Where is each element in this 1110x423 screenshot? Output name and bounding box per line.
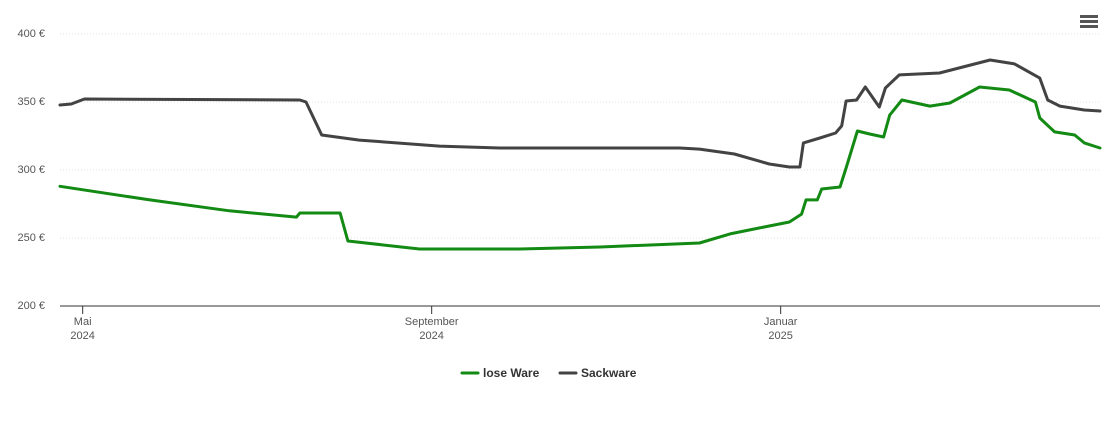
menu-bar	[1080, 15, 1098, 18]
x-tick-label: Januar 2025	[763, 316, 798, 342]
x-tick-label: September 2024	[404, 316, 459, 342]
y-tick-label: 200 €	[17, 300, 45, 312]
series-line	[58, 85, 1102, 251]
menu-bar	[1080, 25, 1098, 28]
x-tick-label: Mai 2024	[70, 316, 95, 342]
y-tick-label: 350 €	[17, 96, 45, 108]
y-tick-label: 300 €	[17, 164, 45, 176]
legend-label: lose Ware	[483, 366, 540, 380]
y-tick-label: 400 €	[17, 28, 45, 40]
y-tick-label: 250 €	[17, 232, 45, 244]
menu-button[interactable]	[1080, 15, 1098, 28]
series-line	[58, 58, 1102, 169]
legend-label: Sackware	[581, 366, 637, 380]
menu-bar	[1080, 20, 1098, 23]
